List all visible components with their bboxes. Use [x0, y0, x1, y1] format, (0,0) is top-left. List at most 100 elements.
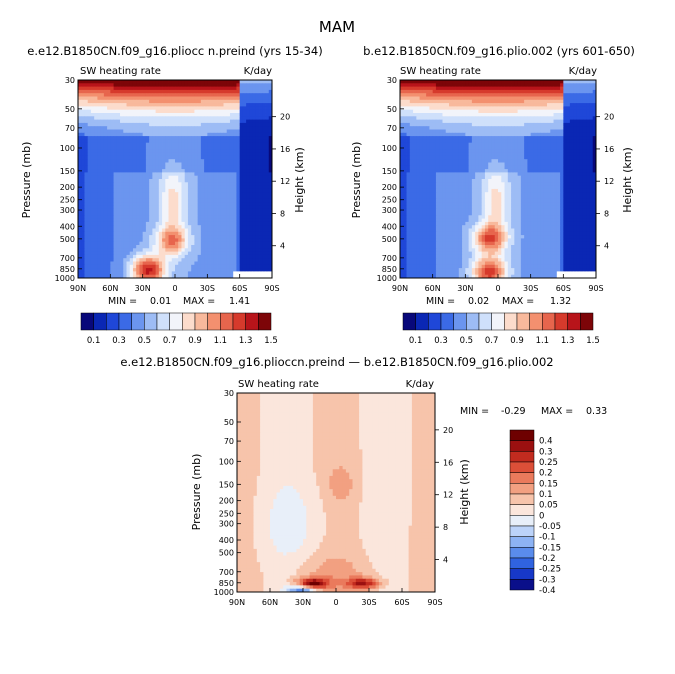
heatmap-cell — [123, 152, 127, 157]
heatmap-cell — [142, 106, 147, 111]
heatmap-cell — [229, 205, 234, 210]
heatmap-cell — [145, 139, 150, 144]
heatmap-cell — [181, 136, 186, 140]
heatmap-cell — [207, 258, 211, 262]
heatmap-cell — [579, 129, 584, 134]
heatmap-cell — [107, 96, 111, 101]
heatmap-cell — [265, 274, 270, 279]
heatmap-cell — [229, 188, 234, 193]
heatmap-cell — [432, 116, 437, 120]
heatmap-cell — [217, 132, 221, 137]
heatmap-cell — [210, 172, 215, 177]
heatmap-cell — [136, 271, 140, 276]
heatmap-cell — [84, 152, 89, 157]
heatmap-cell — [252, 96, 257, 101]
heatmap-cell — [132, 268, 137, 272]
heatmap-cell — [229, 106, 234, 111]
heatmap-cell — [107, 113, 111, 117]
heatmap-cell — [152, 185, 156, 190]
heatmap-cell — [236, 106, 241, 111]
heatmap-cell — [120, 126, 124, 130]
heatmap-cell — [123, 271, 127, 276]
heatmap-cell — [592, 132, 597, 137]
panel-2: b.e12.B1850CN.f09_g16.plio.002 (yrs 601-… — [350, 44, 635, 346]
heatmap-cell — [213, 185, 218, 190]
heatmap-cell — [132, 165, 137, 170]
heatmap-cell — [220, 264, 224, 269]
heatmap-cell — [533, 106, 538, 111]
heatmap-cell — [197, 149, 202, 153]
heatmap-cell — [455, 126, 460, 130]
heatmap-cell — [129, 248, 134, 252]
heatmap-cell — [419, 106, 424, 111]
heatmap-cell — [579, 139, 584, 144]
heatmap-cell — [194, 132, 199, 137]
heatmap-cell — [207, 113, 211, 117]
heatmap-cell — [155, 231, 160, 236]
heatmap-cell — [478, 96, 483, 101]
heatmap-cell — [239, 139, 244, 144]
heatmap-cell — [181, 86, 186, 91]
heatmap-cell — [406, 106, 411, 111]
heatmap-cell — [223, 93, 228, 97]
heatmap-cell — [123, 225, 127, 229]
heatmap-cell — [155, 271, 160, 276]
heatmap-cell — [126, 195, 131, 200]
heatmap-cell — [217, 228, 221, 233]
heatmap-cell — [481, 126, 486, 130]
heatmap-cell — [81, 221, 85, 226]
heatmap-cell — [249, 258, 253, 262]
heatmap-cell — [126, 179, 131, 183]
heatmap-cell — [540, 142, 545, 147]
heatmap-cell — [452, 126, 456, 130]
heatmap-cell — [110, 258, 114, 262]
heatmap-cell — [181, 182, 186, 186]
heatmap-cell — [226, 142, 231, 147]
heatmap-cell — [103, 152, 108, 157]
heatmap-cell — [229, 129, 234, 134]
heatmap-cell — [194, 99, 199, 104]
heatmap-cell — [171, 264, 176, 269]
heatmap-cell — [569, 139, 574, 144]
heatmap-cell — [129, 208, 134, 213]
heatmap-cell — [468, 109, 473, 114]
heatmap-cell — [181, 268, 186, 272]
heatmap-cell — [537, 126, 541, 130]
heatmap-cell — [129, 93, 134, 97]
heatmap-cell — [582, 83, 587, 87]
heatmap-cell — [592, 93, 597, 97]
heatmap-cell — [409, 116, 414, 120]
heatmap-cell — [458, 103, 463, 107]
heatmap-cell — [547, 129, 551, 134]
heatmap-cell — [110, 218, 114, 223]
heatmap-cell — [540, 132, 545, 137]
heatmap-cell — [175, 103, 179, 107]
heatmap-cell — [139, 221, 144, 226]
heatmap-cell — [249, 245, 253, 249]
heatmap-cell — [252, 241, 257, 246]
heatmap-cell — [178, 165, 182, 170]
heatmap-cell — [255, 89, 260, 94]
heatmap-cell — [81, 208, 85, 213]
heatmap-cell — [81, 205, 85, 210]
heatmap-cell — [533, 119, 538, 124]
heatmap-cell — [171, 261, 176, 266]
heatmap-cell — [175, 264, 179, 269]
heatmap-cell — [268, 212, 273, 216]
heatmap-cell — [220, 218, 224, 223]
heatmap-cell — [229, 80, 234, 84]
heatmap-cell — [97, 268, 102, 272]
heatmap-cell — [78, 245, 82, 249]
heatmap-cell — [110, 212, 114, 216]
heatmap-cell — [403, 149, 407, 153]
heatmap-cell — [139, 254, 144, 259]
heatmap-cell — [152, 274, 156, 279]
heatmap-cell — [107, 268, 111, 272]
heatmap-cell — [145, 221, 150, 226]
heatmap-cell — [103, 248, 108, 252]
heatmap-cell — [175, 113, 179, 117]
heatmap-cell — [107, 245, 111, 249]
heatmap-cell — [475, 113, 479, 117]
heatmap-cell — [126, 254, 131, 259]
heatmap-cell — [413, 129, 417, 134]
